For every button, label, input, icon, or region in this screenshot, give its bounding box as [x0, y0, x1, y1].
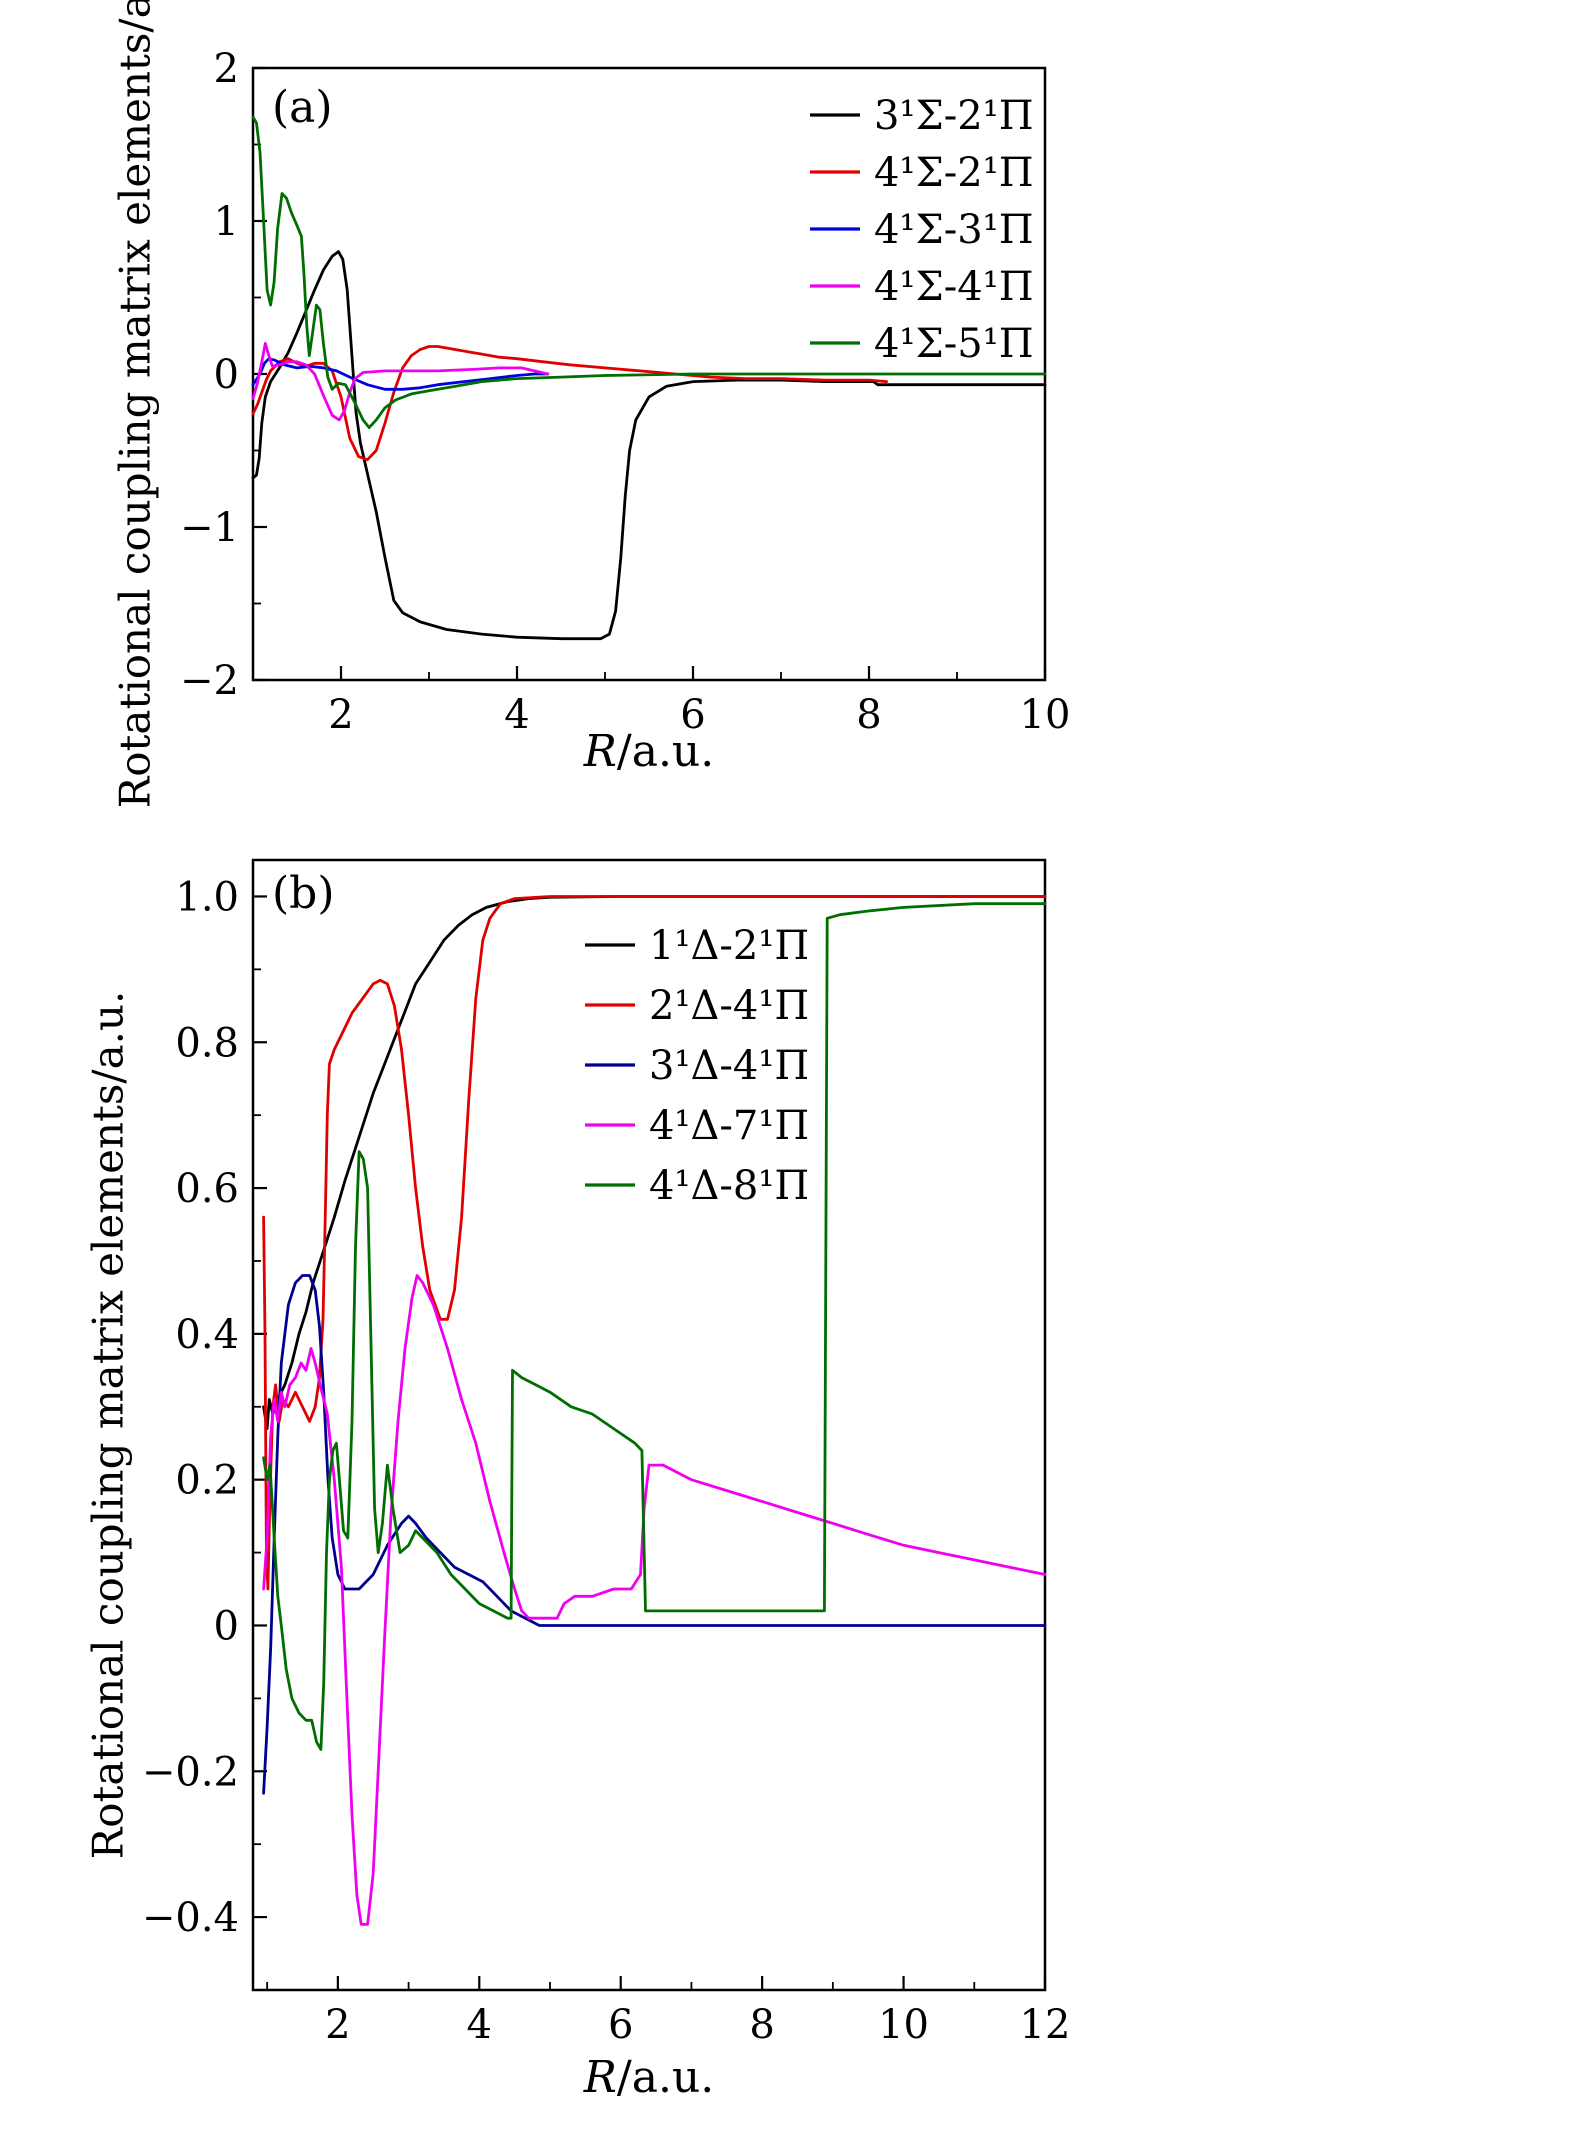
- y-tick-label: −0.2: [142, 1749, 239, 1795]
- series-line: [262, 895, 1047, 1591]
- plot-a-canvas: 2 4 6 8 10210−1−23¹Σ-2¹Π4¹Σ-2¹Π4¹Σ-3¹Π4¹Σ-4¹…: [180, 46, 1071, 738]
- x-tick-label: 6: [608, 2002, 633, 2048]
- series-line: [251, 115, 1047, 429]
- x-axis-label-a-unit: /a.u.: [616, 726, 715, 777]
- legend-label: 1¹Δ-2¹Π: [649, 923, 809, 969]
- y-axis-label-b: Rotational coupling matrix elements/a.u.: [83, 990, 133, 1860]
- panel-a: 2 4 6 8 10 2 1 0 −1 −2 3¹Σ-2¹Π 4¹Σ-2¹Π 4¹Σ-3¹Π 4¹Σ-4¹…: [0, 0, 1575, 808]
- y-tick-label: −1: [180, 505, 239, 551]
- legend-label: 4¹Σ-2¹Π: [874, 150, 1034, 196]
- plot-b-canvas: 2 4 6 8 10 12 1.0 0.8 0.6 0.4 0.2 0 −0.2 −0.4 1¹Δ-2¹Π 2…: [142, 858, 1071, 2048]
- legend-label: 4¹Δ-8¹Π: [649, 1163, 809, 1209]
- y-axis-label-a: Rotational coupling matrix elements/a.u.: [110, 0, 160, 809]
- y-tick-label: 0: [214, 352, 239, 398]
- x-tick-label: 10: [1020, 692, 1071, 738]
- y-tick-label: 0: [214, 1603, 239, 1649]
- x-tick-label: 2: [328, 692, 353, 738]
- x-tick-label: 6: [680, 692, 705, 738]
- x-tick-label: 12: [1020, 2002, 1071, 2048]
- x-tick-label: 4: [504, 692, 529, 738]
- series-line: [251, 250, 1047, 641]
- x-axis-label-b-symbol: R: [583, 2052, 617, 2103]
- panel-tag: (b): [272, 868, 335, 919]
- y-tick-label: 0.6: [175, 1166, 239, 1212]
- axis-frame: [251, 858, 1047, 1992]
- y-tick-label: −0.4: [142, 1895, 239, 1941]
- series-line: [262, 1274, 1047, 1795]
- x-tick-label: 10: [878, 2002, 929, 2048]
- panel-b: 2 4 6 8 10 12 1.0 0.8 0.6 0.4 0.2 0 −0.2 −0.4 1¹Δ-2¹Π 2…: [0, 780, 1575, 2146]
- legend-label: 3¹Δ-4¹Π: [649, 1043, 809, 1089]
- legend-label: 2¹Δ-4¹Π: [649, 983, 809, 1029]
- legend-label: 4¹Δ-7¹Π: [649, 1103, 809, 1149]
- x-tick-label: 8: [749, 2002, 774, 2048]
- x-axis-label-a: R/a.u.: [584, 726, 715, 777]
- legend-label: 4¹Σ-3¹Π: [874, 207, 1034, 253]
- series-line: [262, 1274, 1047, 1926]
- series-line: [262, 902, 1047, 1751]
- x-axis-label-a-symbol: R: [583, 726, 617, 777]
- y-tick-label: 1: [214, 199, 239, 245]
- y-tick-label: 0.4: [175, 1312, 239, 1358]
- y-tick-label: 0.2: [175, 1458, 239, 1504]
- legend-label: 4¹Σ-4¹Π: [874, 264, 1034, 310]
- x-axis-label-b-unit: /a.u.: [616, 2052, 715, 2103]
- y-tick-label: 1.0: [175, 874, 239, 920]
- x-tick-label: 2: [325, 2002, 350, 2048]
- panel-tag: (a): [272, 82, 333, 133]
- series-line: [251, 342, 550, 422]
- x-tick-label: 8: [856, 692, 881, 738]
- y-tick-label: 2: [214, 46, 239, 92]
- legend-label: 3¹Σ-2¹Π: [874, 93, 1034, 139]
- legend-label: 4¹Σ-5¹Π: [874, 321, 1034, 367]
- y-tick-label: −2: [180, 658, 239, 704]
- x-tick-label: 4: [467, 2002, 492, 2048]
- y-tick-label: 0.8: [175, 1020, 239, 1066]
- x-axis-label-b: R/a.u.: [584, 2052, 715, 2103]
